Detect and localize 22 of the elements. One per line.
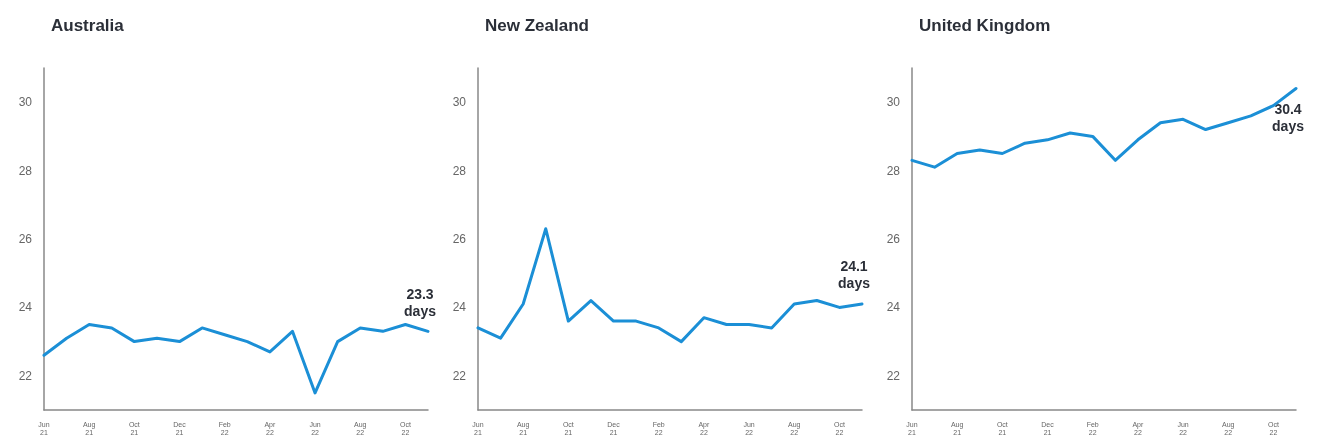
y-tick-label: 26 [886, 232, 901, 246]
y-tick-label: 26 [18, 232, 33, 246]
y-tick-label: 28 [452, 163, 467, 178]
chart-title: United Kingdom [919, 16, 1051, 35]
y-tick-label: 24 [18, 300, 33, 315]
annotation: 23.3 days [404, 285, 437, 319]
line-series [42, 323, 430, 395]
y-tick-label: 30 [18, 95, 33, 110]
annotation: 30.4 days [1272, 101, 1305, 135]
y-tick-label: 22 [18, 368, 33, 383]
y-tick-label: 24 [452, 300, 467, 315]
annotation: 24.1 days [838, 258, 871, 292]
y-tick-label: 24 [886, 300, 901, 315]
y-tick-label: 28 [886, 163, 901, 178]
y-tick-label: 22 [886, 368, 901, 383]
y-tick-label: 22 [452, 368, 467, 383]
chart-title: Australia [51, 16, 125, 35]
y-tick-label: 28 [18, 163, 33, 178]
chart-title: New Zealand [485, 16, 589, 35]
y-tick-label: 30 [886, 95, 901, 110]
y-tick-label: 26 [452, 232, 467, 246]
y-tick-label: 30 [452, 95, 467, 110]
